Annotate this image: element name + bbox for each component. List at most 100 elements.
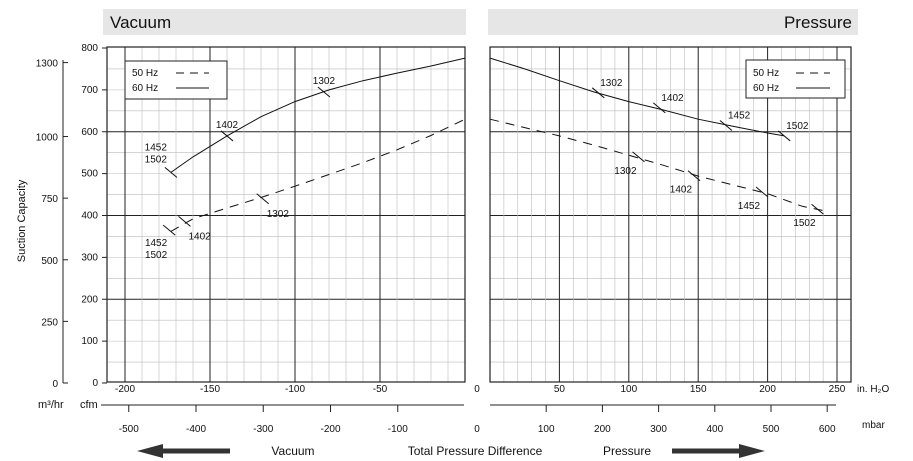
pressure-model-label-line: 1502 — [786, 121, 809, 132]
right-arrow-icon — [672, 444, 765, 458]
pressure-model-label-line: 1302 — [614, 166, 637, 177]
inh2o-axis: -200 -150 -100 -50 50 100 150 200 250 0 — [115, 384, 846, 395]
vacuum-model-tick — [178, 215, 191, 227]
pressure-model-label-line: 1402 — [670, 185, 693, 196]
mbar-tick-label: 600 — [819, 424, 836, 435]
pressure-model-tick — [755, 186, 769, 198]
vacuum-caption: Vacuum — [271, 444, 314, 458]
inh2o-tick-label: -50 — [373, 384, 388, 395]
cfm-tick-label: 800 — [81, 43, 98, 54]
m3hr-tick-label: 500 — [41, 256, 58, 267]
pressure-legend-60hz-label: 60 Hz — [753, 83, 779, 94]
vacuum-series-60hz-line — [170, 57, 466, 173]
pressure-model-label: 1302 — [614, 166, 637, 177]
vacuum-model-tick — [164, 166, 178, 178]
pressure-model-tick — [653, 102, 666, 114]
pressure-model-tick — [632, 151, 645, 163]
m3hr-tick-label: 1300 — [36, 59, 59, 70]
vacuum-model-label-line: 1452 — [145, 142, 168, 153]
mbar-tick-label: 100 — [538, 424, 555, 435]
vacuum-legend: 50 Hz 60 Hz — [124, 60, 228, 100]
vacuum-model-label-line: 1502 — [145, 250, 168, 261]
cfm-tick-label: 300 — [81, 252, 98, 263]
cfm-tick-label: 400 — [81, 211, 98, 222]
pressure-model-label: 1452 — [728, 110, 751, 121]
pressure-model-label-line: 1502 — [793, 218, 816, 229]
vacuum-model-label: 1402 — [216, 120, 239, 131]
pressure-model-label-line: 1302 — [600, 78, 623, 89]
vacuum-grid — [107, 47, 465, 382]
pressure-model-label: 1502 — [786, 121, 809, 132]
pressure-model-label-line: 1452 — [728, 110, 751, 121]
cfm-ticks: 800 700 600 500 400 300 200 100 0 — [81, 43, 107, 389]
inh2o-tick-label: 150 — [690, 384, 707, 395]
mbar-tick-label: -300 — [253, 424, 273, 435]
pressure-legend-50hz-label: 50 Hz — [753, 68, 779, 79]
vacuum-series-50hz-line — [170, 118, 466, 232]
mbar-tick-label: 200 — [594, 424, 611, 435]
pressure-model-tick — [687, 170, 701, 182]
mbar-tick-label: -400 — [186, 424, 206, 435]
vacuum-model-label-line: 1452 — [145, 238, 168, 249]
m3hr-tick-label: 0 — [52, 379, 58, 390]
left-axes: 1300 1000 750 500 250 0 800 700 600 500 400 300 200… — [16, 43, 107, 411]
mbar-tick-label: 500 — [763, 424, 780, 435]
vacuum-model-label-line: 1402 — [216, 120, 239, 131]
cfm-unit-label: cfm — [80, 399, 98, 411]
pressure-legend-box — [745, 59, 846, 99]
m3hr-unit-label: m³/hr — [38, 399, 64, 411]
vacuum-model-label: 1302 — [267, 209, 290, 220]
mbar-tick-label: 300 — [650, 424, 667, 435]
pressure-grid — [490, 47, 851, 382]
pressure-header-title: Pressure — [784, 13, 852, 32]
pressure-series — [489, 57, 824, 211]
inh2o-unit-label: in. H₂O — [857, 384, 889, 395]
pressure-model-tick — [811, 203, 824, 215]
cfm-tick-label: 0 — [92, 378, 98, 389]
pressure-plot-frame — [489, 46, 852, 383]
m3hr-tick-label: 1000 — [36, 133, 59, 144]
vacuum-model-label-line: 1502 — [145, 154, 168, 165]
vacuum-model-tick — [220, 130, 234, 142]
inh2o-tick-label: -150 — [200, 384, 220, 395]
mbar-unit-label: mbar — [862, 420, 885, 431]
cfm-tick-label: 700 — [81, 85, 98, 96]
mbar-tick-label: -200 — [320, 424, 340, 435]
mbar-tick-label: -100 — [388, 424, 408, 435]
cfm-tick-label: 500 — [81, 169, 98, 180]
y-axis-title: Suction Capacity — [16, 179, 28, 262]
pressure-model-tick — [719, 120, 733, 131]
pressure-header-bar — [488, 9, 858, 35]
mbar-tick-label: 400 — [706, 424, 723, 435]
cfm-tick-label: 200 — [81, 294, 98, 305]
pressure-caption: Pressure — [603, 444, 651, 458]
vacuum-model-tick — [317, 86, 331, 98]
bottom-axes: -200 -150 -100 -50 50 100 150 200 250 0 in. H₂O -… — [101, 384, 889, 435]
vacuum-model-label: 1402 — [189, 231, 212, 242]
vacuum-model-label: 1452 1502 — [145, 238, 168, 261]
pressure-model-label: 1402 — [661, 93, 684, 104]
bottom-captions: Vacuum Total Pressure Difference Pressur… — [137, 444, 765, 458]
pressure-series-50hz-line — [489, 118, 824, 211]
vacuum-model-tick — [256, 193, 270, 205]
pressure-model-tick — [777, 130, 791, 142]
m3hr-tick-label: 750 — [41, 194, 58, 205]
vacuum-model-label-line: 1302 — [267, 209, 290, 220]
mbar-tick-label: -500 — [119, 424, 139, 435]
inh2o-tick-label: 50 — [554, 384, 566, 395]
left-arrow-icon — [137, 444, 230, 458]
cfm-tick-label: 600 — [81, 127, 98, 138]
pressure-plot: 1302 1402 1452 1502 1302 1402 1452 1502 50 Hz 6… — [489, 46, 852, 383]
m3hr-ticks: 1300 1000 750 500 250 0 — [36, 59, 68, 390]
mbar-zero-label: 0 — [474, 424, 480, 435]
inh2o-tick-label: 100 — [620, 384, 637, 395]
vacuum-model-tick — [162, 224, 176, 236]
pressure-legend: 50 Hz 60 Hz — [745, 59, 846, 99]
vacuum-header-title: Vacuum — [110, 13, 171, 32]
m3hr-tick-label: 250 — [41, 317, 58, 328]
vacuum-legend-50hz-label: 50 Hz — [132, 68, 158, 79]
inh2o-tick-label: 200 — [759, 384, 776, 395]
vacuum-series — [170, 57, 466, 232]
